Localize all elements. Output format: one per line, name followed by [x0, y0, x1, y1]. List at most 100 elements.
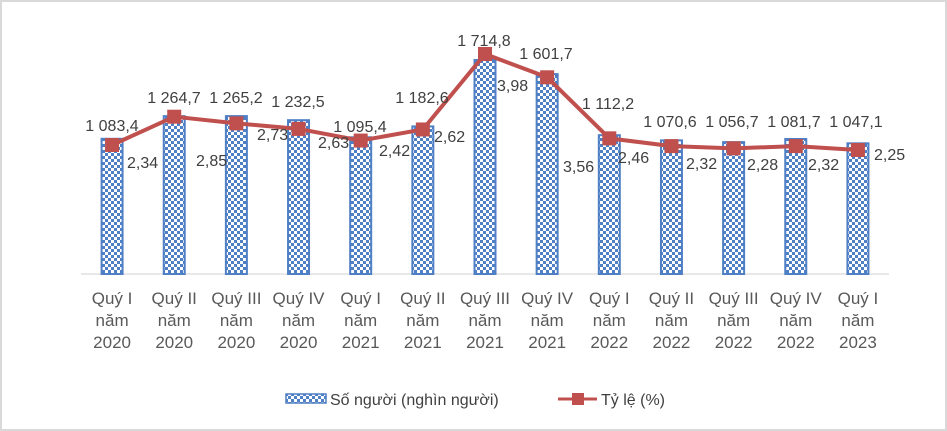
x-tick-label: năm [220, 311, 253, 330]
x-tick-label: Quý III [709, 289, 759, 308]
line-marker [167, 109, 182, 124]
x-tick-label: 2020 [155, 333, 193, 352]
x-tick-label: Quý II [400, 289, 445, 308]
x-tick-label: năm [468, 311, 501, 330]
rate-value-label: 2,73 [257, 127, 288, 144]
x-axis-labels: Quý I năm 2020 Quý II năm 2020 Quý III năm 2020 Q… [92, 289, 878, 352]
bar-value-labels: 1 083,4 1 264,7 1 265,2 1 232,5 1 095,4 1 182… [85, 33, 882, 136]
x-tick-label: năm [282, 311, 315, 330]
x-tick-label: năm [655, 311, 688, 330]
bar [349, 136, 373, 275]
x-tick-label: năm [841, 311, 874, 330]
legend-item-line[interactable]: Tỷ lệ (%) [558, 392, 665, 409]
bar-value-label: 1 056,7 [705, 114, 758, 131]
line-marker [664, 139, 679, 154]
x-tick-label: 2021 [342, 333, 380, 352]
x-tick-label: Quý III [460, 289, 510, 308]
rate-value-label: 2,34 [127, 155, 158, 172]
x-tick-label: Quý II [152, 289, 197, 308]
bar-value-label: 1 264,7 [147, 90, 200, 107]
line-marker [850, 142, 865, 157]
rate-value-label: 2,25 [874, 147, 905, 164]
x-tick-label: 2021 [466, 333, 504, 352]
bar-value-label: 1 081,7 [767, 114, 820, 131]
bar [224, 115, 248, 275]
line-marker [726, 141, 741, 156]
x-tick-label: 2022 [715, 333, 753, 352]
x-tick-label: Quý I [589, 289, 630, 308]
legend: Số người (nghìn người) Tỷ lệ (%) [285, 392, 665, 409]
line-marker [105, 138, 120, 152]
x-tick-label: Quý III [211, 289, 261, 308]
x-tick-label: năm [96, 311, 129, 330]
x-tick-label: 2020 [93, 333, 131, 352]
rate-value-label: 2,63 [318, 135, 349, 152]
x-tick-label: 2022 [777, 333, 815, 352]
rate-value-label: 2,42 [379, 143, 410, 160]
bar [659, 139, 683, 275]
line-marker [540, 70, 555, 85]
x-tick-label: Quý I [838, 289, 879, 308]
line-series [105, 46, 865, 157]
x-tick-label: năm [531, 311, 564, 330]
rate-value-label: 2,46 [618, 150, 649, 167]
x-tick-label: 2022 [590, 333, 628, 352]
x-tick-label: 2022 [653, 333, 691, 352]
bar [784, 138, 808, 275]
x-tick-label: 2021 [528, 333, 566, 352]
rate-value-label: 2,28 [747, 157, 778, 174]
x-tick-label: 2023 [839, 333, 877, 352]
x-tick-label: năm [158, 311, 191, 330]
rate-value-label: 3,56 [563, 159, 594, 176]
legend-line-label: Tỷ lệ (%) [601, 392, 665, 409]
bar [162, 115, 186, 276]
legend-line-marker-icon [572, 393, 584, 405]
x-tick-label: 2021 [404, 333, 442, 352]
rate-value-label: 2,62 [434, 129, 465, 146]
rate-value-label: 2,32 [808, 157, 839, 174]
bar [473, 58, 497, 275]
x-tick-label: năm [406, 311, 439, 330]
line-marker [291, 121, 306, 136]
x-tick-label: 2020 [217, 333, 255, 352]
bar [722, 141, 746, 275]
x-tick-label: năm [779, 311, 812, 330]
x-tick-label: Quý IV [521, 289, 574, 308]
x-tick-label: Quý IV [770, 289, 823, 308]
legend-bar-label: Số người (nghìn người) [330, 392, 499, 409]
x-tick-label: Quý IV [273, 289, 326, 308]
bar-value-label: 1 232,5 [271, 94, 324, 111]
bar-value-label: 1 714,8 [457, 33, 510, 50]
bar [535, 73, 559, 276]
x-tick-label: Quý I [340, 289, 381, 308]
rate-value-label: 2,85 [196, 153, 227, 170]
x-tick-label: năm [717, 311, 750, 330]
bar-value-label: 1 182,6 [395, 90, 448, 107]
bar [846, 142, 870, 275]
line-marker [229, 116, 244, 131]
bar [100, 137, 124, 275]
bar-value-label: 1 047,1 [829, 114, 882, 131]
bar-value-label: 1 601,7 [519, 46, 572, 63]
bar [287, 119, 311, 275]
bar-value-label: 1 095,4 [333, 119, 386, 136]
line-marker [788, 139, 803, 154]
bar [411, 125, 435, 276]
rate-value-label: 2,32 [686, 156, 717, 173]
x-tick-label: năm [344, 311, 377, 330]
x-tick-label: Quý I [92, 289, 133, 308]
line-marker [353, 133, 368, 148]
line-value-labels: 2,34 2,85 2,73 2,63 2,42 2,62 3,98 3,56 2,46 2,32… [127, 78, 905, 176]
line-marker [478, 46, 492, 61]
bar-value-label: 1 265,2 [209, 90, 262, 107]
bar-value-label: 1 112,2 [582, 96, 634, 113]
line-marker [602, 131, 617, 146]
bar-value-label: 1 083,4 [85, 118, 138, 135]
x-tick-label: Quý II [649, 289, 694, 308]
legend-item-bar[interactable]: Số người (nghìn người) [285, 392, 499, 409]
bar [597, 134, 621, 275]
bar-value-label: 1 070,6 [643, 114, 696, 131]
x-tick-label: năm [593, 311, 626, 330]
legend-bar-swatch-icon [285, 393, 327, 404]
